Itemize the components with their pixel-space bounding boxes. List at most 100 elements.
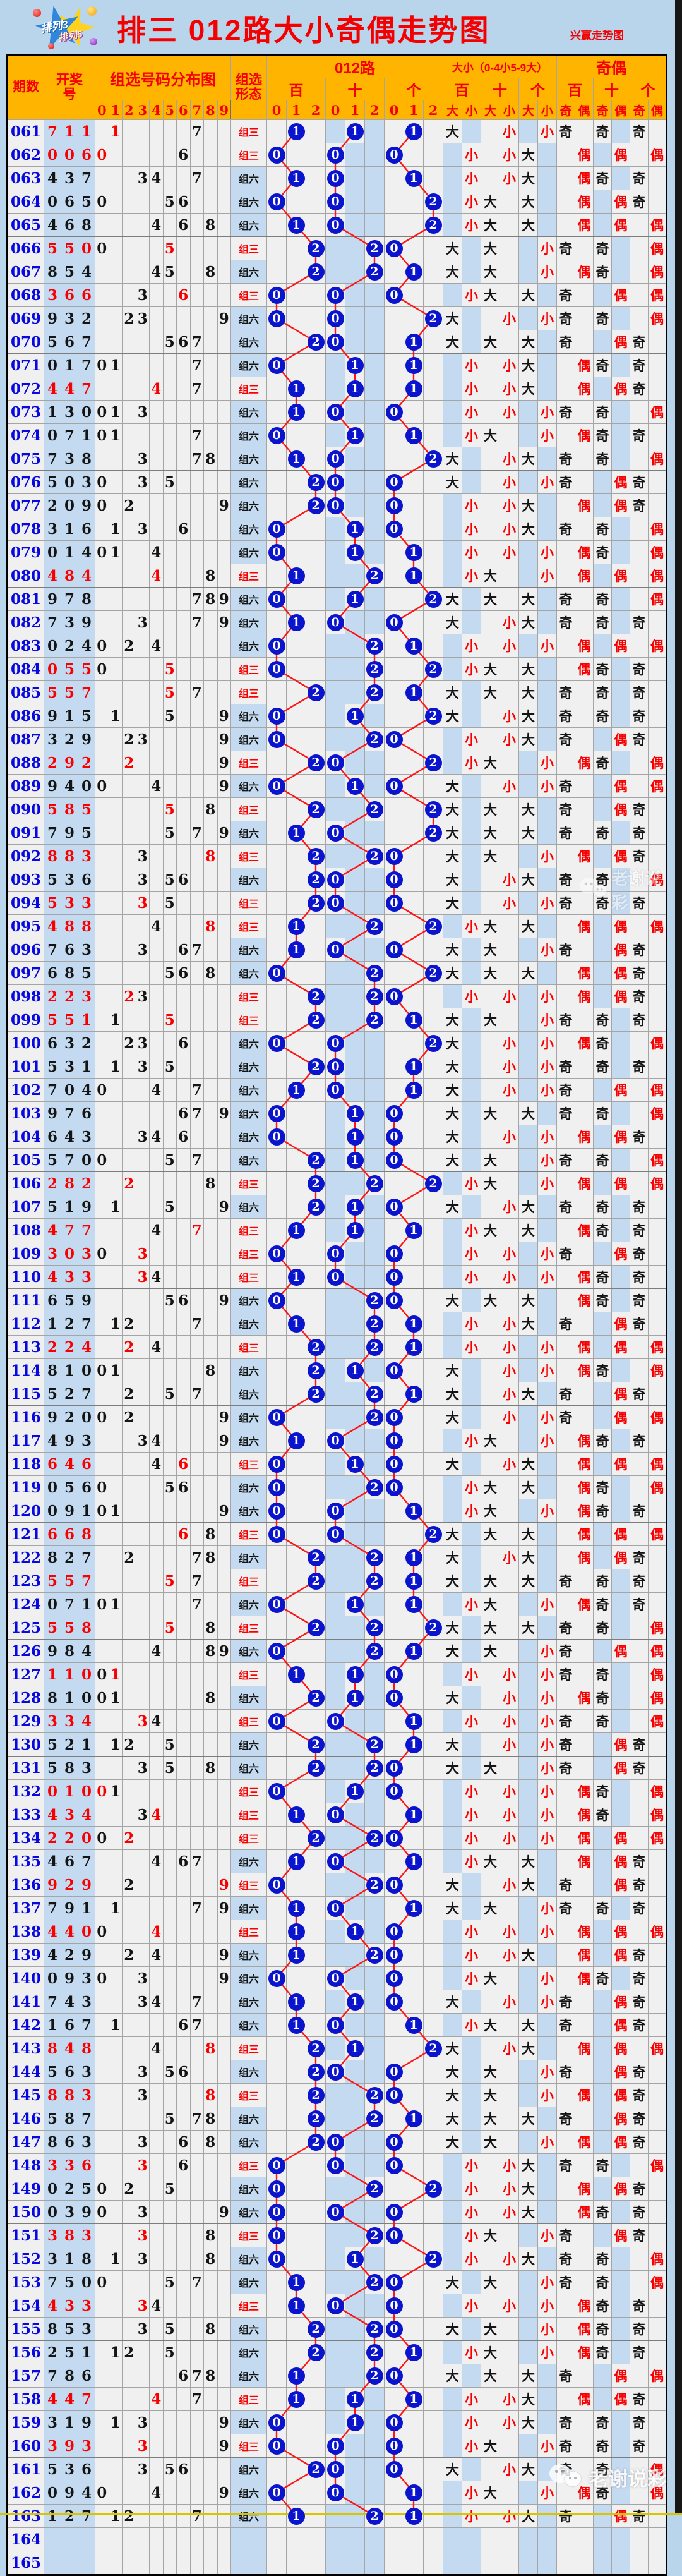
parity-cell: 奇 (593, 1616, 612, 1640)
dist-digit-cell (176, 1358, 191, 1382)
dist-digit-cell (217, 1686, 231, 1710)
dist-digit-cell (122, 704, 136, 728)
road-mark: 0 (326, 450, 344, 468)
parity-cell (575, 1709, 594, 1733)
road-mark: 0 (326, 1081, 344, 1099)
road-cell (266, 821, 287, 845)
road-cell (306, 1125, 326, 1149)
parity-cell: 偶 (575, 1452, 594, 1476)
road-cell (404, 797, 424, 821)
form-cell: 组六 (230, 1405, 267, 1429)
parity-cell (648, 2177, 667, 2201)
road-mark: 1 (287, 123, 305, 140)
road-cell (404, 306, 424, 330)
dist-digit-cell (189, 961, 204, 985)
dist-digit-cell: 4 (149, 2294, 164, 2318)
dist-digit-cell (189, 564, 204, 588)
size-cell: 小 (500, 868, 519, 892)
road-cell: 0 (266, 2410, 287, 2434)
parity-cell (630, 1803, 649, 1827)
parity-cell (611, 2294, 630, 2318)
size-cell: 小 (537, 2130, 557, 2154)
size-cell: 大 (443, 1008, 462, 1032)
road-cell (325, 2177, 345, 2201)
page-subtitle: 兴赢走势图 (570, 30, 624, 42)
road-mark: 2 (424, 801, 442, 818)
size-cell: 大 (518, 2387, 538, 2411)
road-mark: 0 (385, 1104, 403, 1122)
dist-digit-cell: 1 (108, 1499, 123, 1523)
road-cell: 1 (286, 1990, 306, 2014)
road-cell (286, 797, 306, 821)
parity-cell: 奇 (630, 2410, 649, 2434)
form-cell: 组三 (230, 1335, 267, 1359)
size-cell: 大 (481, 914, 500, 938)
road-cell (404, 470, 424, 494)
size-cell (518, 1148, 538, 1172)
road-cell (345, 1896, 365, 1920)
road-cell (404, 938, 424, 962)
road-mark: 0 (385, 1198, 403, 1216)
road-cell: 0 (266, 704, 287, 728)
parity-cell (593, 1756, 612, 1780)
dist-digit-cell: 4 (149, 213, 164, 237)
road-cell (384, 330, 404, 354)
parity-cell (630, 914, 649, 938)
road-cell (423, 1242, 443, 1266)
dist-digit-cell: 9 (217, 1639, 231, 1663)
road-mark: 2 (366, 2320, 383, 2338)
size-cell: 大 (443, 1545, 462, 1569)
dist-digit-cell: 9 (217, 1101, 231, 1125)
dist-digit-cell (203, 119, 218, 143)
road-cell (325, 2340, 345, 2364)
parity-cell (648, 680, 667, 704)
dist-digit-cell (162, 1265, 177, 1289)
parity-cell: 奇 (556, 1101, 575, 1125)
parity-cell (611, 1288, 630, 1312)
road-cell (423, 1896, 443, 1920)
parity-cell (611, 260, 630, 284)
size-cell (518, 1171, 538, 1195)
road-cell (423, 1008, 443, 1032)
road-cell (384, 2013, 404, 2037)
dist-digit-cell (162, 377, 177, 401)
road-mark: 2 (307, 1175, 325, 1192)
size-cell: 小 (462, 1242, 481, 1266)
dist-digit-cell: 7 (189, 447, 204, 471)
size-cell: 大 (481, 1639, 500, 1663)
parity-cell (593, 213, 612, 237)
draw-digit-cell: 3 (61, 2457, 78, 2481)
road-cell (404, 1265, 424, 1289)
dist-digit-cell (176, 1639, 191, 1663)
empty-cell (537, 2527, 557, 2551)
road-mark: 1 (346, 1993, 364, 2011)
empty-cell (423, 2551, 443, 2575)
table-row: 114 8 1 0 0 1 8 组六 2 1 0 大小小偶奇偶 (7, 1358, 667, 1382)
parity-cell: 偶 (611, 984, 630, 1008)
parity-cell (648, 1055, 667, 1079)
dist-digit-cell (162, 1522, 177, 1546)
size-cell (518, 1335, 538, 1359)
size-cell: 大 (443, 2083, 462, 2107)
size-cell: 大 (481, 1429, 500, 1453)
dist-digit-cell: 0 (95, 143, 109, 167)
dist-digit-cell (203, 891, 218, 915)
parity-cell: 奇 (630, 1218, 649, 1242)
period-cell: 113 (7, 1335, 44, 1359)
road-mark: 1 (346, 1104, 364, 1122)
form-cell: 组六 (230, 727, 267, 751)
dist-digit-cell (162, 1943, 177, 1967)
road-cell (325, 2410, 345, 2434)
size-cell: 大 (518, 1452, 538, 1476)
road-cell (266, 1662, 287, 1686)
dist-digit-cell (149, 821, 164, 845)
dist-digit-cell (162, 914, 177, 938)
size-cell: 小 (500, 493, 519, 517)
dist-digit-cell: 4 (149, 377, 164, 401)
form-cell: 组六 (230, 1990, 267, 2014)
dist-digit-cell (135, 1896, 150, 1920)
parity-cell (575, 1896, 594, 1920)
road-cell (325, 1101, 345, 1125)
parity-cell: 奇 (630, 1873, 649, 1897)
size-cell (481, 353, 500, 377)
